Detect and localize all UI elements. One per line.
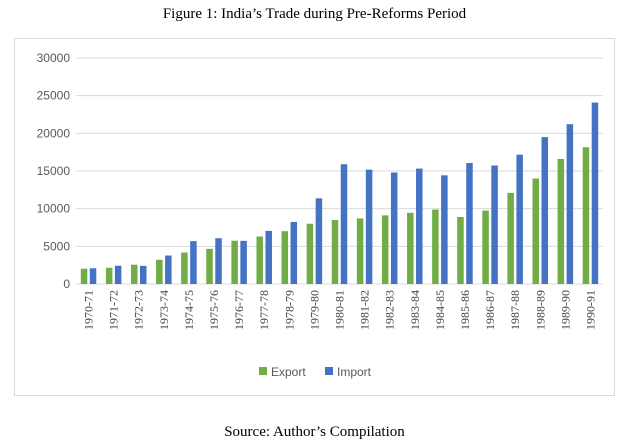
bar-export-1971-72: [105, 267, 113, 284]
legend-swatch-export: [259, 367, 267, 375]
bar-export-1990-91: [582, 147, 590, 284]
bar-import-1989-90: [566, 124, 574, 284]
y-tick-label: 20000: [37, 126, 71, 140]
bar-import-1985-86: [466, 162, 473, 284]
x-tick-label: 1984-85: [433, 290, 447, 330]
x-tick-label: 1982-83: [383, 290, 397, 330]
x-tick-label: 1972-73: [132, 290, 146, 330]
bar-export-1975-76: [206, 248, 213, 284]
x-tick-label: 1978-79: [282, 290, 296, 330]
bar-import-1975-76: [215, 238, 222, 284]
y-tick-label: 0: [63, 277, 70, 291]
bar-export-1986-87: [482, 210, 489, 284]
x-tick-label: 1981-82: [358, 290, 372, 330]
bar-export-1989-90: [557, 158, 565, 284]
legend-label-export: Export: [271, 365, 306, 379]
bar-import-1980-81: [340, 164, 348, 284]
x-tick-label: 1971-72: [107, 290, 121, 330]
bar-export-1987-88: [507, 192, 514, 284]
bar-export-1970-71: [80, 268, 88, 284]
bar-export-1981-82: [356, 218, 364, 284]
bar-import-1986-87: [491, 165, 498, 284]
bar-export-1984-85: [432, 209, 439, 284]
legend-label-import: Import: [337, 365, 372, 379]
bar-import-1987-88: [516, 154, 523, 284]
bar-export-1980-81: [331, 220, 339, 284]
bar-import-1976-77: [240, 240, 247, 284]
bar-export-1973-74: [156, 259, 163, 284]
bar-import-1979-80: [315, 198, 323, 284]
legend-swatch-import: [325, 367, 333, 375]
bar-import-1972-73: [139, 265, 147, 284]
bar-import-1971-72: [114, 265, 122, 284]
bar-export-1977-78: [256, 236, 263, 284]
source-caption: Source: Author’s Compilation: [224, 424, 405, 440]
x-tick-label: 1983-84: [408, 290, 422, 330]
bar-import-1982-83: [390, 172, 398, 284]
x-tick-label: 1974-75: [182, 290, 196, 330]
y-tick-label: 15000: [37, 164, 71, 178]
bar-import-1988-89: [541, 137, 549, 284]
bar-import-1978-79: [290, 221, 298, 284]
x-tick-label: 1977-78: [257, 290, 271, 330]
x-axis-labels: 1970-71 1971-72 1972-73 1973-74 1974-75 1975-…: [82, 290, 598, 330]
bar-import-1984-85: [441, 175, 448, 284]
x-tick-label: 1990-91: [583, 290, 597, 330]
x-tick-label: 1989-90: [558, 290, 572, 330]
bar-import-1981-82: [365, 169, 373, 284]
bar-import-1983-84: [416, 168, 423, 284]
bar-import-1990-91: [591, 102, 599, 284]
bar-import-1974-75: [190, 241, 197, 284]
bar-import-1970-71: [89, 268, 97, 284]
bar-export-1979-80: [306, 223, 314, 284]
x-tick-label: 1979-80: [307, 290, 321, 330]
x-tick-label: 1976-77: [232, 290, 246, 330]
x-tick-label: 1975-76: [207, 290, 221, 330]
x-tick-label: 1987-88: [508, 290, 522, 330]
x-tick-label: 1973-74: [157, 290, 171, 330]
bar-export-1974-75: [181, 252, 188, 284]
x-tick-label: 1970-71: [82, 290, 96, 330]
bar-export-1985-86: [457, 216, 464, 284]
y-tick-label: 5000: [43, 239, 70, 253]
bars: [80, 102, 599, 284]
legend: Export Import: [259, 365, 372, 379]
y-tick-label: 10000: [37, 202, 71, 216]
y-tick-label: 30000: [37, 51, 71, 65]
y-tick-label: 25000: [37, 89, 71, 103]
bar-export-1983-84: [407, 212, 414, 284]
figure-title: Figure 1: India’s Trade during Pre-Refor…: [162, 6, 467, 22]
bar-export-1976-77: [231, 240, 238, 284]
y-axis-ticks: 0 5000 10000 15000 20000 25000 30000: [37, 51, 71, 291]
chart-area: 0 5000 10000 15000 20000 25000 30000 1970-71 19…: [14, 38, 615, 396]
bar-export-1978-79: [281, 231, 289, 284]
x-tick-label: 1988-89: [533, 290, 547, 330]
bar-export-1982-83: [381, 215, 389, 284]
bar-export-1988-89: [532, 178, 540, 284]
x-tick-label: 1980-81: [333, 290, 347, 330]
x-tick-label: 1986-87: [483, 290, 497, 330]
bar-import-1973-74: [165, 255, 172, 284]
bar-import-1977-78: [265, 230, 272, 284]
bar-export-1972-73: [130, 264, 138, 284]
gridlines: [76, 57, 603, 285]
x-tick-label: 1985-86: [458, 290, 472, 330]
